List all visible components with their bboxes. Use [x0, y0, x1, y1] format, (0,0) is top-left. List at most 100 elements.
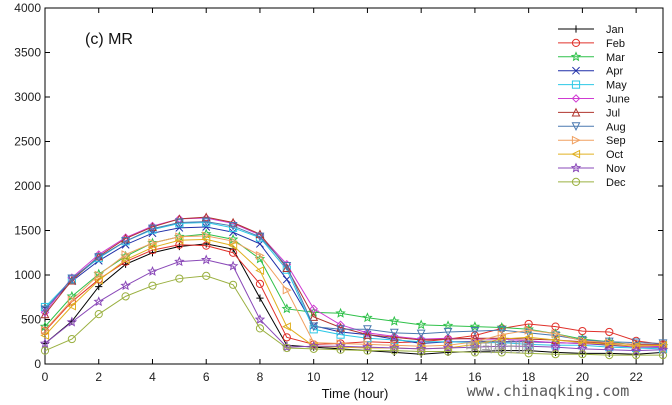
watermark-logo-text: 中国期刊网 [465, 339, 535, 355]
data-point-sep [551, 329, 561, 339]
data-point-aug [201, 217, 211, 227]
data-point-aug [336, 325, 345, 335]
panel-label: (c) MR [85, 31, 133, 48]
x-tick-label: 2 [95, 370, 102, 384]
data-point-oct [174, 235, 184, 245]
data-point-aug [40, 305, 50, 315]
data-point-oct [335, 342, 345, 352]
x-tick-label: 18 [522, 370, 536, 384]
data-point-mar [469, 321, 481, 332]
legend-marker-aug [571, 122, 581, 132]
data-point-mar [335, 307, 346, 318]
data-point-nov [174, 256, 185, 267]
data-point-dec [175, 274, 184, 283]
data-point-jul [201, 212, 211, 222]
data-point-sep [255, 251, 265, 260]
data-point-nov [254, 313, 266, 324]
series-dec [40, 271, 668, 360]
legend-marker-jul [571, 107, 581, 117]
y-tick-label: 1000 [14, 268, 41, 282]
data-point-aug [121, 237, 131, 246]
data-point-apr [202, 222, 211, 231]
data-point-jul [389, 332, 399, 342]
x-tick-label: 20 [576, 370, 590, 384]
data-point-aug [67, 274, 77, 284]
data-point-oct [282, 322, 291, 332]
legend-label-dec: Dec [606, 177, 626, 189]
data-point-dec [470, 348, 480, 357]
data-point-nov [415, 343, 427, 354]
data-point-june [443, 333, 453, 343]
series-line-sep [44, 235, 663, 347]
data-point-aug [228, 221, 238, 231]
data-point-aug [363, 325, 372, 335]
x-tick-label: 6 [203, 370, 210, 384]
y-tick-label: 3000 [14, 90, 41, 104]
data-point-dec [524, 349, 533, 358]
x-tick-label: 10 [307, 370, 321, 384]
data-point-aug [389, 328, 399, 338]
legend-label-apr: Apr [606, 66, 623, 78]
data-point-feb [524, 319, 533, 329]
data-point-dec [605, 351, 614, 360]
legend-label-june: June [606, 94, 630, 106]
data-point-sep [497, 330, 507, 340]
data-point-jul [255, 229, 265, 239]
series-line-oct [44, 238, 664, 350]
legend-label-jan: Jan [606, 24, 624, 36]
series-line-nov [44, 259, 664, 352]
data-point-nov [496, 340, 508, 351]
data-point-dec [121, 292, 130, 301]
legend-label-may: May [606, 80, 627, 92]
legend-marker-oct [571, 149, 581, 159]
data-point-sep [524, 325, 534, 335]
data-point-dec [67, 334, 76, 344]
data-series [39, 212, 669, 360]
data-point-sep [282, 285, 292, 295]
data-point-jan [175, 242, 183, 251]
data-point-aug [470, 326, 480, 336]
series-sep [40, 231, 668, 351]
data-point-oct [67, 301, 76, 311]
data-point-nov [308, 340, 319, 351]
data-point-nov [93, 296, 104, 307]
data-point-mar [415, 319, 427, 330]
data-point-nov [442, 342, 454, 353]
data-point-mar [362, 312, 373, 323]
series-line-dec [44, 275, 663, 356]
data-point-dec [255, 324, 265, 333]
data-point-nov [227, 260, 239, 271]
data-point-feb [605, 327, 614, 337]
x-tick-label: 16 [468, 370, 482, 384]
axes: 0 500 1000 1500 2000 2500 3000 3500 4000 0 2 4 6 8 10 1… [14, 1, 664, 384]
legend-marker-sep [571, 135, 581, 145]
data-point-jul [309, 312, 319, 321]
y-tick-label: 3500 [14, 46, 41, 60]
data-point-oct [120, 255, 130, 265]
data-point-aug [416, 329, 426, 339]
legend-marker-nov [570, 162, 582, 173]
data-point-nov [200, 254, 212, 265]
watermark-url: www.chinaqking.com [467, 382, 630, 400]
x-tick-label: 4 [149, 370, 156, 384]
data-point-dec [417, 347, 426, 356]
series-line-may [44, 221, 664, 350]
y-tick-label: 2500 [14, 135, 41, 149]
data-point-jul [40, 309, 50, 319]
data-point-nov [630, 345, 642, 356]
x-tick-label: 12 [361, 370, 375, 384]
data-point-dec [309, 344, 318, 353]
data-point-aug [282, 262, 292, 271]
series-line-feb [44, 244, 664, 345]
data-point-june [336, 320, 345, 330]
data-point-dec [282, 343, 291, 353]
data-point-dec [40, 346, 50, 355]
legend-label-jul: Jul [606, 107, 620, 119]
data-point-oct [94, 275, 103, 285]
data-point-feb [175, 240, 184, 249]
x-tick-label: 22 [629, 370, 643, 384]
data-point-oct [523, 332, 533, 342]
data-point-dec [336, 345, 345, 354]
data-point-apr [175, 223, 184, 232]
